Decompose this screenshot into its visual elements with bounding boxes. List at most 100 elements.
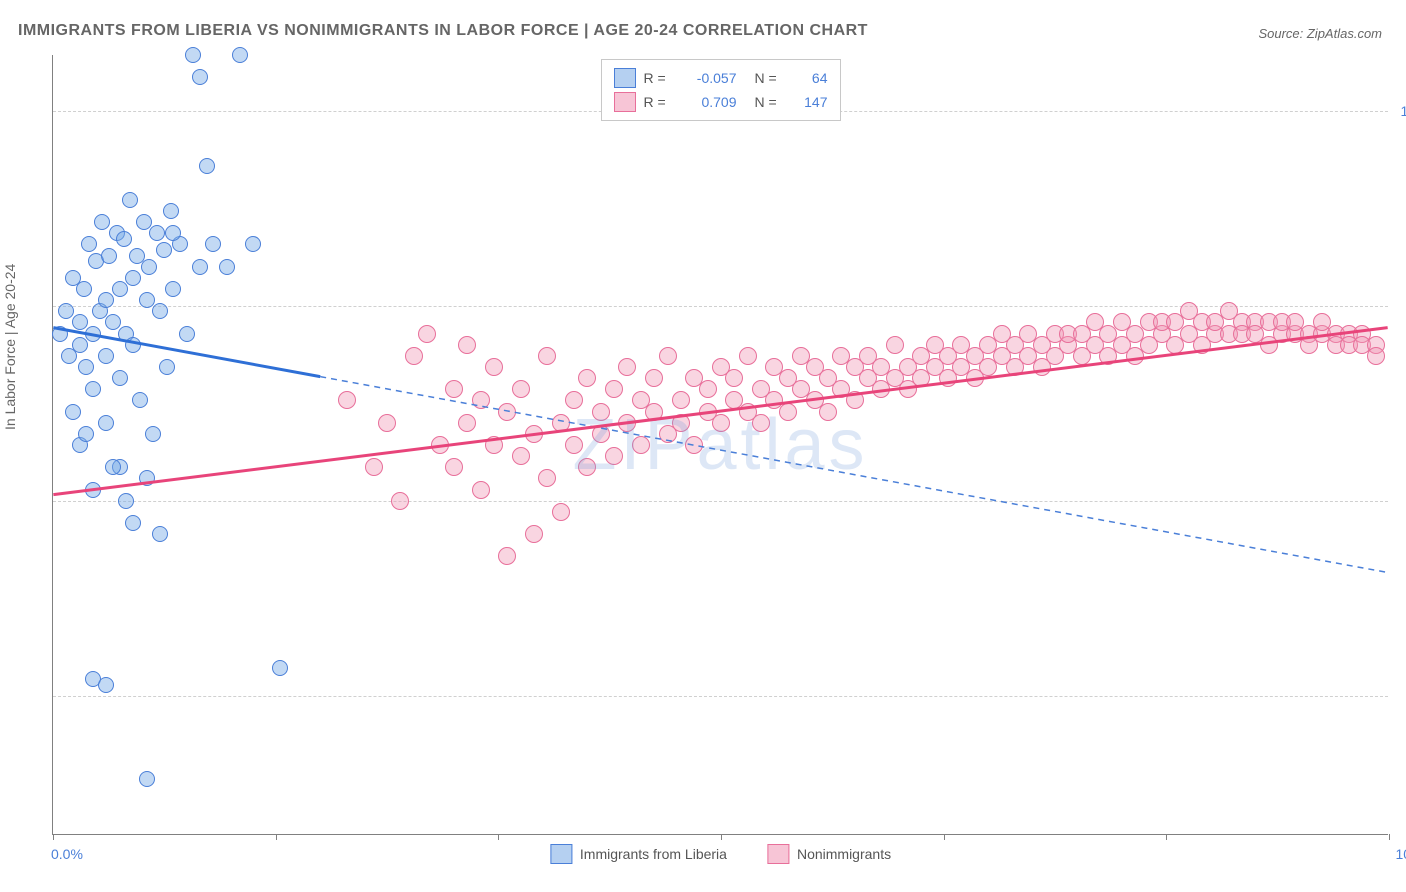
data-point (779, 403, 797, 421)
data-point (219, 259, 235, 275)
data-point (338, 391, 356, 409)
data-point (445, 458, 463, 476)
data-point (645, 403, 663, 421)
data-point (165, 281, 181, 297)
data-point (672, 414, 690, 432)
y-axis-label: In Labor Force | Age 20-24 (2, 264, 18, 430)
x-axis-min-label: 0.0% (51, 846, 83, 862)
data-point (185, 47, 201, 63)
data-point (179, 326, 195, 342)
data-point (418, 325, 436, 343)
data-point (149, 225, 165, 241)
correlation-legend: R = -0.057 N = 64 R = 0.709 N = 147 (601, 59, 841, 121)
data-point (65, 404, 81, 420)
legend-item-immigrants: Immigrants from Liberia (550, 844, 727, 864)
data-point (552, 414, 570, 432)
r-value-1: -0.057 (682, 70, 737, 86)
data-point (272, 660, 288, 676)
y-tick-label: 65.0% (1393, 493, 1406, 509)
data-point (365, 458, 383, 476)
data-point (485, 358, 503, 376)
data-point (58, 303, 74, 319)
data-point (458, 414, 476, 432)
legend-swatch-pink (767, 844, 789, 864)
data-point (98, 348, 114, 364)
data-point (578, 458, 596, 476)
data-point (538, 469, 556, 487)
data-point (592, 403, 610, 421)
r-label: R = (644, 70, 674, 86)
data-point (139, 470, 155, 486)
data-point (139, 771, 155, 787)
r-value-2: 0.709 (682, 94, 737, 110)
data-point (52, 326, 68, 342)
legend-swatch-blue (614, 68, 636, 88)
data-point (78, 359, 94, 375)
data-point (498, 403, 516, 421)
data-point (659, 347, 677, 365)
n-value-2: 147 (793, 94, 828, 110)
data-point (205, 236, 221, 252)
y-tick-label: 100.0% (1393, 103, 1406, 119)
legend-swatch-blue (550, 844, 572, 864)
data-point (125, 337, 141, 353)
plot-area: ZIPatlas 47.5%65.0%82.5%100.0% 0.0% 100.… (52, 55, 1388, 835)
trend-lines (53, 55, 1388, 834)
data-point (112, 370, 128, 386)
data-point (85, 381, 101, 397)
data-point (76, 281, 92, 297)
data-point (886, 336, 904, 354)
data-point (391, 492, 409, 510)
data-point (565, 391, 583, 409)
n-label: N = (755, 70, 785, 86)
data-point (192, 259, 208, 275)
n-value-1: 64 (793, 70, 828, 86)
data-point (618, 414, 636, 432)
data-point (685, 436, 703, 454)
data-point (125, 270, 141, 286)
data-point (156, 242, 172, 258)
data-point (485, 436, 503, 454)
data-point (105, 314, 121, 330)
data-point (118, 493, 134, 509)
chart-title: IMMIGRANTS FROM LIBERIA VS NONIMMIGRANTS… (18, 22, 868, 40)
data-point (1367, 347, 1385, 365)
data-point (105, 459, 121, 475)
data-point (112, 281, 128, 297)
legend-row-series2: R = 0.709 N = 147 (614, 90, 828, 114)
data-point (458, 336, 476, 354)
y-tick-label: 47.5% (1393, 688, 1406, 704)
data-point (846, 391, 864, 409)
data-point (101, 248, 117, 264)
data-point (72, 337, 88, 353)
data-point (525, 525, 543, 543)
data-point (512, 447, 530, 465)
data-point (141, 259, 157, 275)
data-point (618, 358, 636, 376)
data-point (81, 236, 97, 252)
data-point (192, 69, 208, 85)
data-point (94, 214, 110, 230)
data-point (538, 347, 556, 365)
data-point (725, 369, 743, 387)
data-point (431, 436, 449, 454)
data-point (378, 414, 396, 432)
data-point (152, 526, 168, 542)
legend-swatch-pink (614, 92, 636, 112)
data-point (165, 225, 181, 241)
legend-label-2: Nonimmigrants (797, 846, 891, 862)
data-point (445, 380, 463, 398)
data-point (552, 503, 570, 521)
data-point (819, 403, 837, 421)
data-point (699, 380, 717, 398)
data-point (85, 482, 101, 498)
data-point (116, 231, 132, 247)
data-point (525, 425, 543, 443)
data-point (122, 192, 138, 208)
data-point (592, 425, 610, 443)
data-point (752, 414, 770, 432)
data-point (85, 326, 101, 342)
data-point (72, 314, 88, 330)
n-label: N = (755, 94, 785, 110)
series-legend: Immigrants from Liberia Nonimmigrants (550, 844, 891, 864)
